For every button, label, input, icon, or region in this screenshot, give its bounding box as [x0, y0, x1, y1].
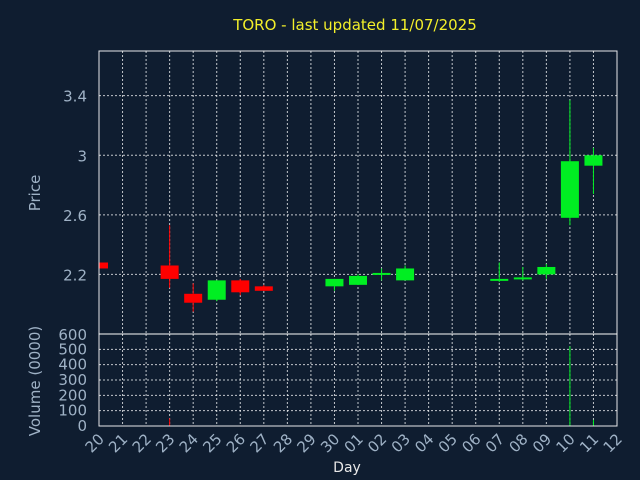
- candles: [98, 100, 603, 312]
- volume-panel-frame: [98, 333, 618, 427]
- candle-body: [513, 277, 532, 280]
- price-grid: [99, 51, 617, 334]
- candle-body: [254, 286, 273, 291]
- price-tick-label: 2.6: [63, 207, 87, 225]
- candle-body: [584, 155, 603, 166]
- volume-tick-label: 300: [58, 371, 87, 389]
- x-axis-label: Day: [333, 460, 361, 476]
- candle-body: [560, 161, 579, 218]
- volume-grid: [99, 334, 617, 426]
- candle-body: [396, 268, 415, 281]
- candle-body: [207, 280, 226, 300]
- volume-tick-label: 600: [58, 326, 87, 344]
- candle-body: [490, 278, 509, 281]
- candle-body: [99, 262, 108, 269]
- candle-body: [160, 265, 179, 279]
- candle-body: [349, 275, 367, 285]
- x-tick-labels: 2021222324252627282930010203040506070809…: [82, 430, 626, 456]
- volume-tick-label: 0: [77, 417, 87, 435]
- price-axis-label: Price: [26, 175, 44, 212]
- price-tick-label: 2.2: [63, 266, 87, 284]
- chart-title: TORO - last updated 11/07/2025: [232, 16, 477, 34]
- volume-axis-label: Volume (0000): [26, 326, 44, 436]
- price-tick-labels: 2.2 2.6 3 3.4: [63, 88, 87, 285]
- volume-tick-label: 200: [58, 386, 87, 404]
- candle-body: [325, 278, 344, 287]
- volume-tick-label: 400: [58, 356, 87, 374]
- candle-body: [231, 280, 250, 293]
- candle-body: [537, 266, 556, 275]
- candle-body: [372, 272, 391, 275]
- volume-tick-label: 500: [58, 340, 87, 358]
- volume-tick-label: 100: [58, 402, 87, 420]
- price-tick-label: 3: [77, 147, 87, 165]
- panel-frames: [98, 50, 618, 427]
- price-tick-label: 3.4: [63, 88, 87, 106]
- candle-body: [184, 293, 203, 303]
